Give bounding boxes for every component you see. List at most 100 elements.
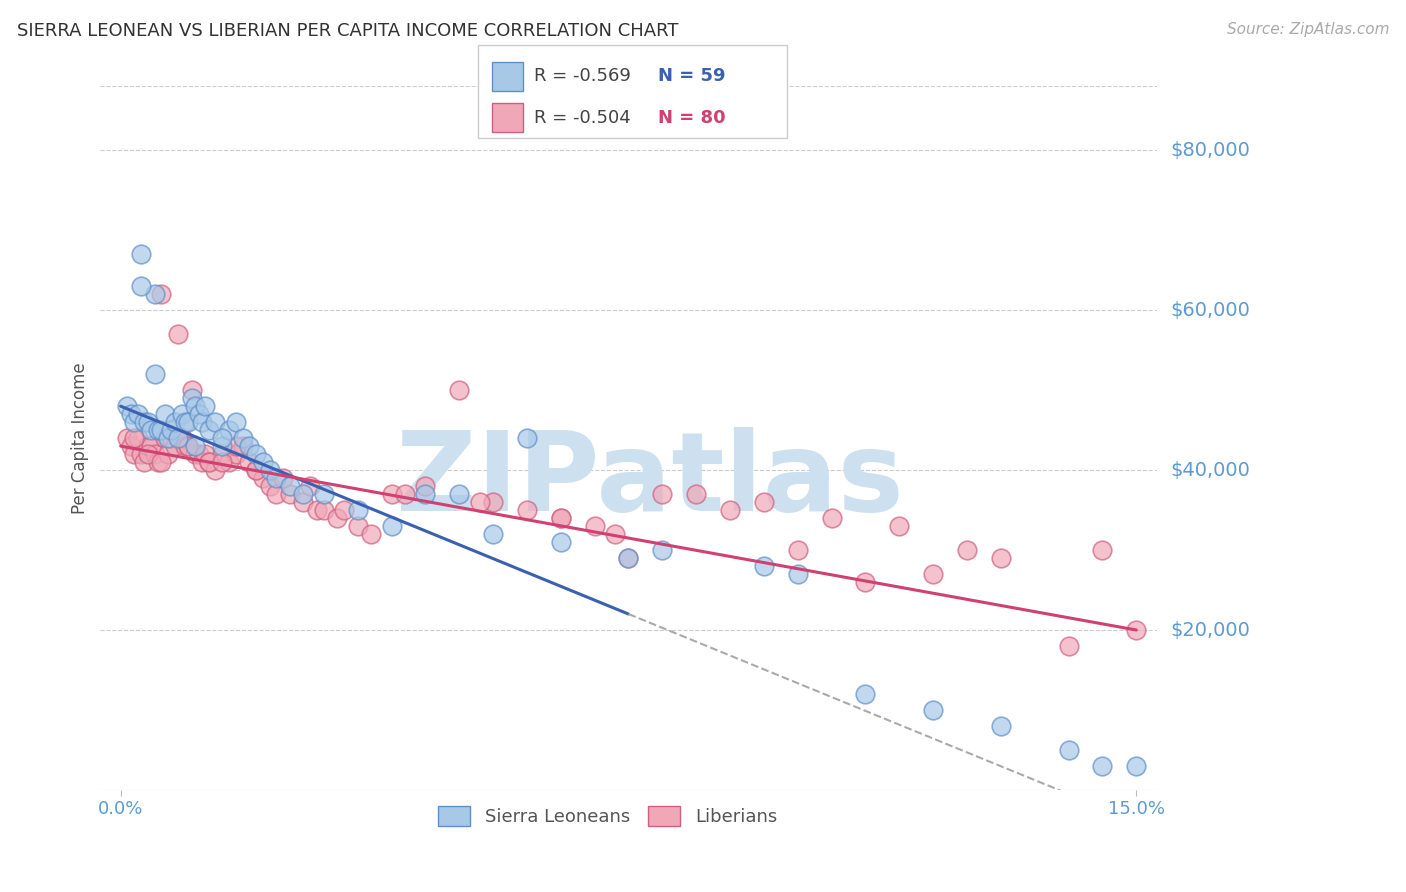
Point — [184, 439, 207, 453]
Point — [617, 551, 640, 566]
Point — [278, 479, 301, 493]
Point — [129, 247, 152, 261]
Point — [174, 415, 197, 429]
Point — [117, 399, 139, 413]
Point — [136, 447, 159, 461]
Point — [157, 431, 180, 445]
Point — [333, 503, 356, 517]
Point — [516, 503, 538, 517]
Point — [718, 503, 741, 517]
Point — [120, 439, 142, 453]
Point — [197, 423, 219, 437]
Text: R = -0.569: R = -0.569 — [534, 68, 631, 86]
Point — [238, 455, 260, 469]
Point — [415, 479, 437, 493]
Point — [305, 503, 328, 517]
Point — [129, 279, 152, 293]
Point — [129, 447, 152, 461]
Point — [204, 463, 226, 477]
Point — [191, 455, 214, 469]
Point — [153, 407, 176, 421]
Point — [583, 519, 606, 533]
Point — [187, 407, 209, 421]
Point — [786, 567, 808, 582]
Point — [380, 487, 402, 501]
Point — [163, 439, 186, 453]
Point — [204, 415, 226, 429]
Point — [146, 455, 169, 469]
Point — [134, 415, 156, 429]
Point — [259, 479, 281, 493]
Point — [194, 447, 217, 461]
Text: $80,000: $80,000 — [1171, 141, 1250, 160]
Point — [922, 567, 945, 582]
Point — [1091, 543, 1114, 558]
Text: R = -0.504: R = -0.504 — [534, 109, 631, 127]
Point — [516, 431, 538, 445]
Point — [117, 431, 139, 445]
Point — [786, 543, 808, 558]
Point — [143, 367, 166, 381]
Point — [266, 487, 288, 501]
Text: N = 59: N = 59 — [658, 68, 725, 86]
Point — [245, 447, 267, 461]
Point — [191, 415, 214, 429]
Point — [136, 415, 159, 429]
Point — [278, 487, 301, 501]
Point — [153, 431, 176, 445]
Text: $40,000: $40,000 — [1171, 460, 1250, 480]
Point — [139, 439, 162, 453]
Point — [603, 527, 626, 541]
Point — [143, 287, 166, 301]
Point — [167, 327, 190, 342]
Point — [990, 719, 1012, 733]
Point — [617, 551, 640, 566]
Point — [651, 487, 673, 501]
Point — [299, 479, 322, 493]
Point — [197, 455, 219, 469]
Point — [218, 423, 240, 437]
Point — [482, 495, 505, 509]
Point — [752, 559, 775, 574]
Legend: Sierra Leoneans, Liberians: Sierra Leoneans, Liberians — [430, 798, 785, 834]
Point — [211, 439, 233, 453]
Point — [245, 463, 267, 477]
Point — [1125, 759, 1147, 773]
Point — [187, 447, 209, 461]
Point — [150, 423, 173, 437]
Point — [122, 431, 145, 445]
Point — [174, 439, 197, 453]
Point — [346, 503, 368, 517]
Point — [252, 471, 274, 485]
Point — [990, 551, 1012, 566]
Point — [1091, 759, 1114, 773]
Point — [468, 495, 491, 509]
Point — [326, 511, 349, 525]
Point — [956, 543, 979, 558]
Point — [167, 431, 190, 445]
Point — [855, 575, 877, 590]
Point — [120, 407, 142, 421]
Point — [139, 423, 162, 437]
Point — [184, 399, 207, 413]
Text: SIERRA LEONEAN VS LIBERIAN PER CAPITA INCOME CORRELATION CHART: SIERRA LEONEAN VS LIBERIAN PER CAPITA IN… — [17, 22, 678, 40]
Point — [194, 399, 217, 413]
Point — [232, 439, 254, 453]
Point — [685, 487, 707, 501]
Point — [252, 455, 274, 469]
Point — [211, 455, 233, 469]
Point — [184, 447, 207, 461]
Point — [922, 703, 945, 717]
Y-axis label: Per Capita Income: Per Capita Income — [72, 362, 89, 514]
Point — [449, 487, 471, 501]
Point — [127, 431, 149, 445]
Point — [415, 487, 437, 501]
Point — [380, 519, 402, 533]
Point — [550, 535, 572, 549]
Text: $20,000: $20,000 — [1171, 621, 1250, 640]
Point — [238, 439, 260, 453]
Point — [143, 447, 166, 461]
Text: $60,000: $60,000 — [1171, 301, 1250, 319]
Point — [157, 447, 180, 461]
Point — [197, 455, 219, 469]
